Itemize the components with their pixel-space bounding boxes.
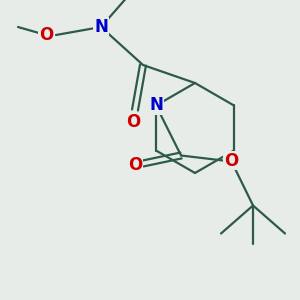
Text: O: O <box>224 152 238 169</box>
Text: N: N <box>94 18 108 36</box>
Text: O: O <box>128 157 142 175</box>
Text: N: N <box>149 97 163 115</box>
Text: O: O <box>126 113 140 131</box>
Text: O: O <box>39 26 53 44</box>
